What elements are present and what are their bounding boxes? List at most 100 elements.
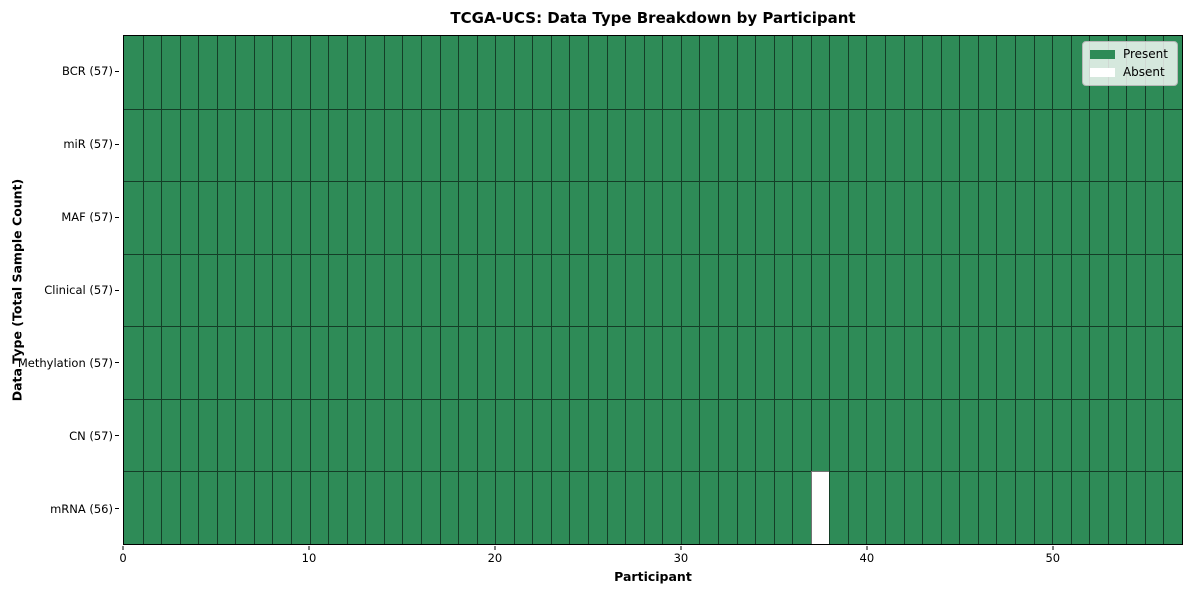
cell-BCR-p29-present [662, 36, 681, 109]
x-axis-label: Participant [614, 569, 692, 584]
cell-BCR-p4-present [198, 36, 217, 109]
cell-CN-p17-present [439, 398, 459, 472]
cell-Clinical-p10-present [309, 253, 329, 327]
legend-entry-present: Present [1089, 47, 1168, 61]
cell-BCR-p17-present [439, 36, 459, 109]
y-tick-mark-BCR [115, 70, 119, 72]
cell-CN-p48-present [1014, 398, 1034, 472]
cell-miR-p51-present [1070, 108, 1090, 182]
cell-CN-p5-present [216, 398, 236, 472]
cell-BCR-p21-present [513, 36, 533, 109]
cell-Methylation-p31-present [699, 326, 718, 399]
cell-Methylation-p30-present [680, 326, 700, 399]
cell-Clinical-p6-present [235, 253, 254, 327]
legend-label-absent: Absent [1122, 65, 1165, 80]
cell-Methylation-p5-present [216, 326, 236, 399]
cell-mRNA-p30-present [680, 471, 700, 544]
cell-CN-p46-present [977, 398, 997, 472]
cell-mRNA-p47-present [996, 471, 1015, 544]
y-tick-mark-Clinical [115, 289, 119, 291]
cell-BCR-p48-present [1014, 36, 1034, 109]
cell-CN-p11-present [328, 398, 347, 472]
cell-mRNA-p1-present [142, 471, 162, 544]
cell-Methylation-p52-present [1089, 326, 1108, 399]
cell-Clinical-p4-present [198, 253, 217, 327]
cell-miR-p24-present [569, 108, 589, 182]
cell-BCR-p3-present [179, 36, 199, 109]
cell-Methylation-p32-present [717, 326, 737, 399]
cell-MAF-p39-present [847, 181, 867, 254]
cell-MAF-p52-present [1089, 181, 1108, 254]
cell-Clinical-p14-present [383, 253, 403, 327]
cell-MAF-p51-present [1070, 181, 1090, 254]
cell-miR-p52-present [1089, 108, 1108, 182]
cell-Methylation-p17-present [439, 326, 459, 399]
cell-miR-p35-present [773, 108, 793, 182]
y-tick-mark-mRNA [115, 508, 119, 510]
cell-mRNA-p31-present [699, 471, 718, 544]
cell-Methylation-p36-present [792, 326, 811, 399]
cell-CN-p23-present [550, 398, 570, 472]
cell-miR-p39-present [847, 108, 867, 182]
cell-BCR-p10-present [309, 36, 329, 109]
cell-BCR-p28-present [643, 36, 663, 109]
cell-MAF-p32-present [717, 181, 737, 254]
cell-Clinical-p31-present [699, 253, 718, 327]
cell-mRNA-p9-present [291, 471, 310, 544]
cell-MAF-p44-present [940, 181, 960, 254]
cell-CN-p35-present [773, 398, 793, 472]
cell-Clinical-p55-present [1144, 253, 1164, 327]
x-tick-mark-10 [308, 546, 310, 550]
cell-MAF-p7-present [253, 181, 273, 254]
cell-mRNA-p18-present [458, 471, 477, 544]
cell-mRNA-p50-present [1052, 471, 1071, 544]
cell-CN-p50-present [1052, 398, 1071, 472]
cell-miR-p43-present [922, 108, 941, 182]
cell-miR-p22-present [532, 108, 551, 182]
cell-mRNA-p14-present [383, 471, 403, 544]
cell-Methylation-p14-present [383, 326, 403, 399]
cell-Methylation-p37-present [810, 326, 830, 399]
cell-MAF-p22-present [532, 181, 551, 254]
cell-MAF-p12-present [346, 181, 366, 254]
cell-Clinical-p18-present [458, 253, 477, 327]
cell-mRNA-p11-present [328, 471, 347, 544]
cell-miR-p50-present [1052, 108, 1071, 182]
cell-Methylation-p4-present [198, 326, 217, 399]
cell-miR-p27-present [625, 108, 644, 182]
cell-MAF-p40-present [866, 181, 886, 254]
cell-miR-p19-present [476, 108, 496, 182]
cell-Methylation-p40-present [866, 326, 886, 399]
cell-Methylation-p2-present [161, 326, 180, 399]
cell-miR-p49-present [1033, 108, 1053, 182]
x-tick-mark-30 [680, 546, 682, 550]
cell-CN-p6-present [235, 398, 254, 472]
cell-MAF-p56-present [1163, 181, 1182, 254]
cell-Methylation-p25-present [588, 326, 607, 399]
cell-BCR-p35-present [773, 36, 793, 109]
cell-MAF-p15-present [402, 181, 421, 254]
cell-CN-p41-present [885, 398, 904, 472]
cell-Methylation-p3-present [179, 326, 199, 399]
cell-miR-p7-present [253, 108, 273, 182]
cell-MAF-p33-present [736, 181, 756, 254]
cell-mRNA-p42-present [903, 471, 923, 544]
x-tick-mark-0 [122, 546, 124, 550]
cell-Clinical-p8-present [272, 253, 292, 327]
cell-BCR-p39-present [847, 36, 867, 109]
cell-CN-p21-present [513, 398, 533, 472]
cell-MAF-p1-present [142, 181, 162, 254]
cell-Methylation-p19-present [476, 326, 496, 399]
cell-mRNA-p2-present [161, 471, 180, 544]
y-tick-label-Methylation: Methylation (57) [17, 355, 113, 370]
cell-mRNA-p25-present [588, 471, 607, 544]
cell-miR-p28-present [643, 108, 663, 182]
cell-Methylation-p12-present [346, 326, 366, 399]
cell-MAF-p28-present [643, 181, 663, 254]
cell-BCR-p36-present [792, 36, 811, 109]
cell-Clinical-p33-present [736, 253, 756, 327]
cell-mRNA-p54-present [1126, 471, 1145, 544]
cell-Clinical-p1-present [142, 253, 162, 327]
cell-CN-p29-present [662, 398, 681, 472]
cell-MAF-p54-present [1126, 181, 1145, 254]
